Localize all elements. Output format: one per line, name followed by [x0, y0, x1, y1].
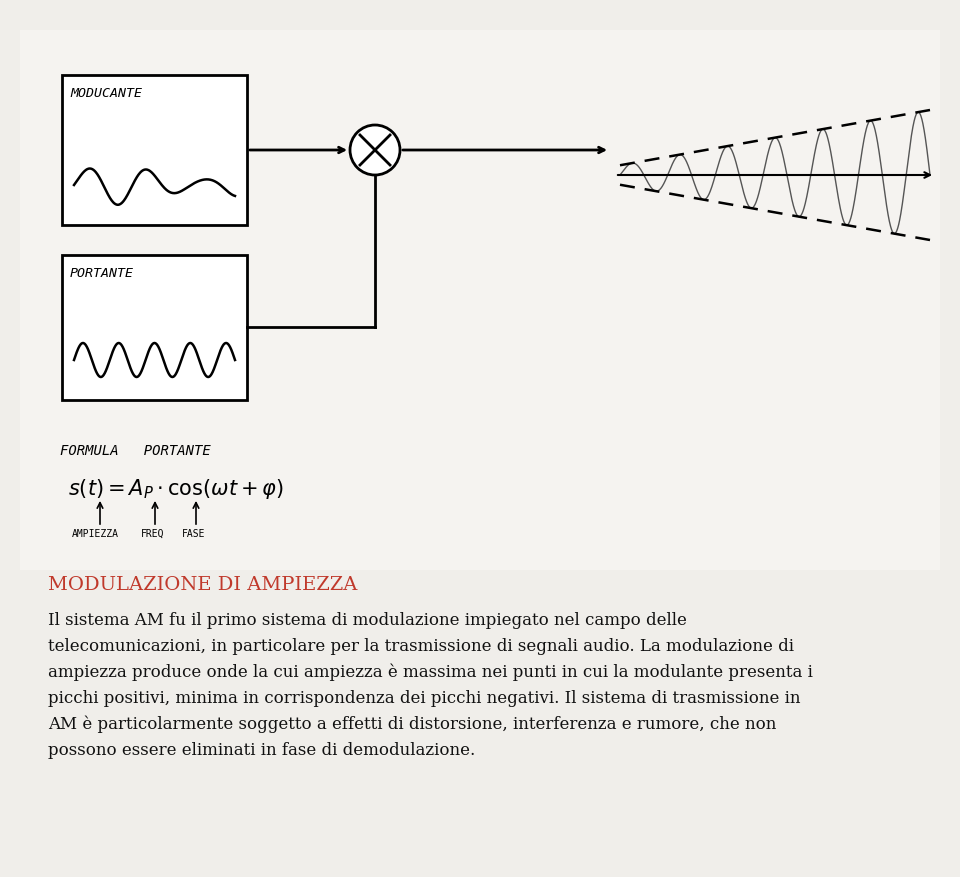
Text: possono essere eliminati in fase di demodulazione.: possono essere eliminati in fase di demo…: [48, 742, 475, 759]
Text: PORTANTE: PORTANTE: [70, 267, 134, 280]
Text: FORMULA   PORTANTE: FORMULA PORTANTE: [60, 444, 211, 458]
Circle shape: [350, 125, 400, 175]
Text: $s(t) = A_P \cdot \cos(\omega t + \varphi)$: $s(t) = A_P \cdot \cos(\omega t + \varph…: [68, 477, 284, 501]
Text: FASE: FASE: [182, 529, 205, 539]
Text: telecomunicazioni, in particolare per la trasmissione di segnali audio. La modul: telecomunicazioni, in particolare per la…: [48, 638, 794, 655]
Bar: [20, 30, 940, 570]
Text: picchi positivi, minima in corrispondenza dei picchi negativi. Il sistema di tra: picchi positivi, minima in corrispondenz…: [48, 690, 801, 707]
Text: AM è particolarmente soggetto a effetti di distorsione, interferenza e rumore, c: AM è particolarmente soggetto a effetti …: [48, 716, 777, 733]
Bar: [62, 75, 247, 225]
Text: Il sistema AM fu il primo sistema di modulazione impiegato nel campo delle: Il sistema AM fu il primo sistema di mod…: [48, 612, 686, 629]
Text: AMPIEZZA: AMPIEZZA: [72, 529, 119, 539]
Text: MODUCANTE: MODUCANTE: [70, 87, 142, 100]
Text: ampiezza produce onde la cui ampiezza è massima nei punti in cui la modulante pr: ampiezza produce onde la cui ampiezza è …: [48, 664, 813, 681]
Text: FREQ: FREQ: [141, 529, 164, 539]
Bar: [62, 255, 247, 400]
Text: MODULAZIONE DI AMPIEZZA: MODULAZIONE DI AMPIEZZA: [48, 576, 357, 594]
